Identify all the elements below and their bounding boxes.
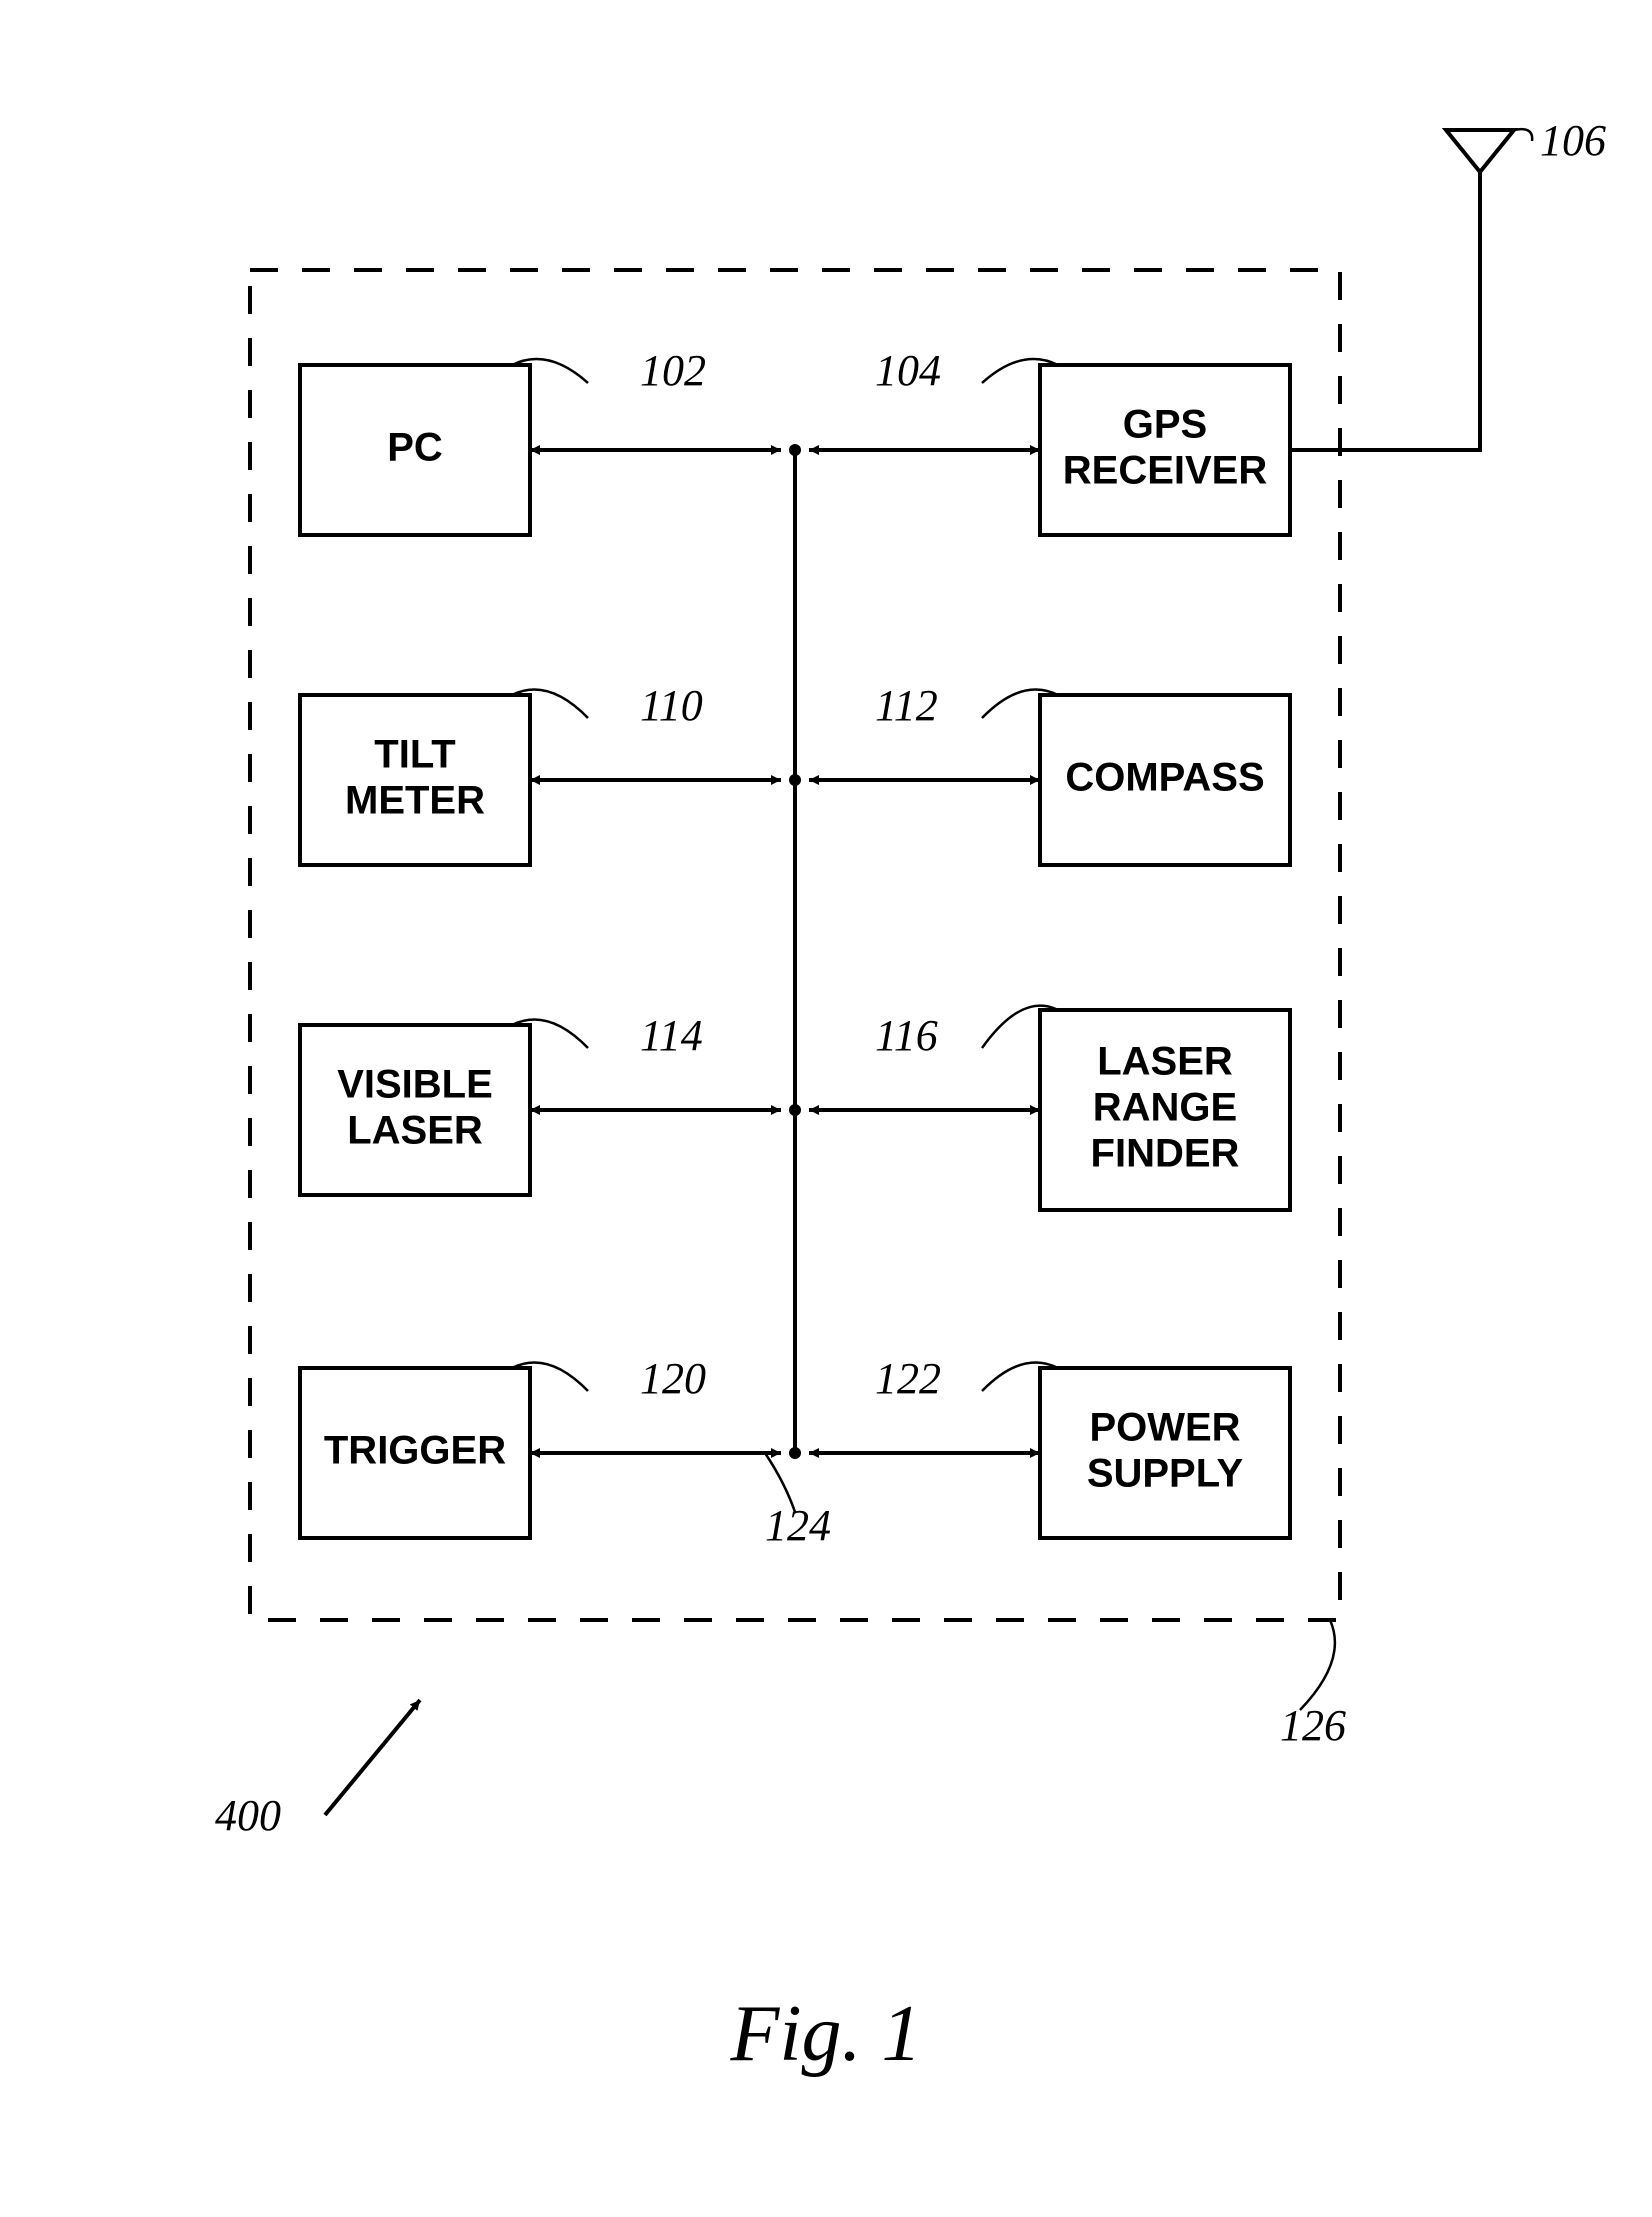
antenna-icon <box>1446 130 1514 172</box>
block-label: SUPPLY <box>1087 1452 1244 1496</box>
ref-number: 112 <box>875 681 938 730</box>
block-label: METER <box>345 779 485 823</box>
ref-number: 126 <box>1280 1701 1346 1750</box>
ref-leader <box>1300 1620 1335 1710</box>
block-label: FINDER <box>1091 1132 1240 1176</box>
block-label: GPS <box>1123 403 1207 447</box>
block-label: LASER <box>347 1109 483 1153</box>
block-label: PC <box>387 426 443 470</box>
block-label: LASER <box>1097 1040 1233 1084</box>
ref-number: 102 <box>640 346 706 395</box>
ref-number: 104 <box>875 346 941 395</box>
block-label: RECEIVER <box>1063 449 1268 493</box>
ref-number: 400 <box>215 1791 281 1840</box>
ref-number: 122 <box>875 1354 941 1403</box>
block-label: TILT <box>374 733 455 777</box>
block-label: VISIBLE <box>337 1063 493 1107</box>
block-label: POWER <box>1089 1406 1240 1450</box>
ref-number: 124 <box>765 1501 831 1550</box>
bus-node <box>789 1104 801 1116</box>
bus-node <box>789 774 801 786</box>
bus-node <box>789 1447 801 1459</box>
bus-node <box>789 444 801 456</box>
system-ref-arrow <box>325 1700 420 1815</box>
ref-number: 110 <box>640 681 703 730</box>
ref-leader <box>1514 129 1532 141</box>
figure-label: Fig. 1 <box>729 1990 921 2078</box>
ref-number: 120 <box>640 1354 706 1403</box>
ref-number: 106 <box>1540 116 1606 165</box>
antenna-mast <box>1290 172 1480 450</box>
block-label: RANGE <box>1093 1086 1237 1130</box>
ref-number: 116 <box>875 1011 938 1060</box>
ref-number: 114 <box>640 1011 703 1060</box>
block-label: TRIGGER <box>324 1429 506 1473</box>
block-label: COMPASS <box>1065 756 1264 800</box>
